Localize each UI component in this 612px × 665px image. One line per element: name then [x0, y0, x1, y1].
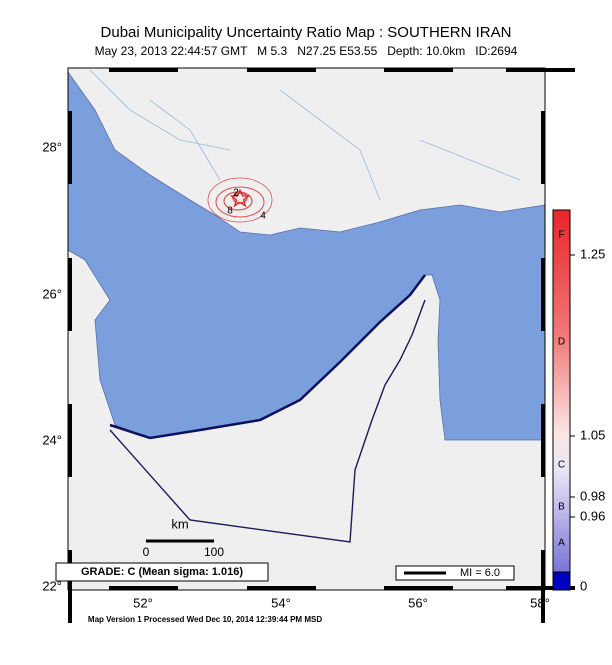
scale-end: 100: [204, 545, 224, 559]
colorbar: [552, 209, 571, 573]
lat-label: 28°: [42, 139, 62, 154]
lat-tick: [68, 550, 72, 623]
lat-label: 24°: [42, 432, 62, 447]
grade-letter: F: [558, 230, 564, 241]
lon-tick: [384, 68, 453, 72]
colorbar-value: 1.05: [580, 427, 605, 442]
lat-tick: [68, 404, 72, 477]
mi-legend-box: [395, 565, 515, 581]
border: [109, 299, 426, 543]
contours: [207, 177, 273, 223]
lon-tick: [247, 586, 316, 590]
lon-tick: [384, 586, 453, 590]
scale-unit: km: [171, 516, 188, 531]
frame-ticks: 28° 26° 24° 22° 52° 54° 56° 58°: [42, 68, 575, 623]
colorbar-base: [552, 571, 571, 591]
lon-label: 56°: [408, 595, 428, 610]
lon-label: 58°: [530, 595, 550, 610]
colorbar-value: 0: [580, 578, 587, 593]
lat-tick: [68, 111, 72, 184]
lon-tick: [506, 586, 575, 590]
contour-label: 4: [260, 211, 266, 222]
sea: [67, 70, 546, 441]
lat-tick: [541, 258, 545, 331]
lon-tick: [506, 68, 575, 72]
colorbar-ticks: F D C B A 1.25 1.05 0.98 0.96 0: [558, 230, 605, 594]
lon-label: 54°: [271, 595, 291, 610]
lat-label: 26°: [42, 286, 62, 301]
lat-tick: [541, 404, 545, 477]
scale-start: 0: [143, 545, 150, 559]
colorbar-value: 0.96: [580, 508, 605, 523]
epicenter: [229, 188, 251, 208]
lat-tick: [68, 258, 72, 331]
lon-tick: [109, 586, 178, 590]
lon-label: 52°: [133, 595, 153, 610]
rivers: [89, 69, 521, 201]
title: Dubai Municipality Uncertainty Ratio Map…: [101, 24, 512, 41]
subtitle: May 23, 2013 22:44:57 GMT M 5.3 N27.25 E…: [95, 44, 518, 58]
grade-letter: D: [558, 337, 565, 348]
lon-tick: [247, 68, 316, 72]
lat-label: 22°: [42, 578, 62, 593]
grade-letter: C: [558, 460, 565, 471]
colorbar-value: 1.25: [580, 246, 605, 261]
lon-tick: [109, 68, 178, 72]
grade-text: GRADE: C (Mean sigma: 1.016): [81, 566, 243, 578]
lat-tick: [541, 111, 545, 184]
colorbar-value: 0.98: [580, 488, 605, 503]
coastline: [109, 274, 426, 440]
grade-letter: A: [558, 538, 565, 549]
contour-label: 8: [227, 206, 233, 217]
mi-legend-text: MI = 6.0: [460, 567, 500, 579]
grade-box: [55, 562, 269, 582]
grade-letter: B: [558, 502, 565, 513]
footer: Map Version 1 Processed Wed Dec 10, 2014…: [88, 615, 322, 624]
contour-label: 2: [233, 188, 239, 199]
